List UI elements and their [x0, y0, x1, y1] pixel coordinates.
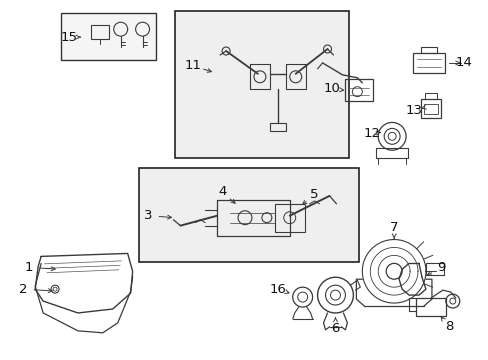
Text: 13: 13	[405, 104, 422, 117]
Bar	[420, 99, 440, 118]
Text: 12: 12	[363, 127, 380, 140]
Text: 10: 10	[323, 82, 339, 95]
Text: 8: 8	[444, 320, 452, 333]
Text: 9: 9	[436, 261, 444, 274]
Bar	[375, 148, 407, 158]
Text: 7: 7	[389, 221, 398, 234]
Text: 1: 1	[25, 261, 33, 274]
Text: 15: 15	[61, 31, 77, 44]
Bar	[175, 11, 349, 158]
Bar	[415, 298, 445, 316]
Bar	[274, 204, 304, 231]
Text: 5: 5	[310, 188, 318, 201]
Bar	[420, 47, 436, 53]
Bar	[412, 53, 444, 73]
Bar	[61, 13, 155, 60]
Text: 16: 16	[269, 283, 285, 296]
Text: 14: 14	[454, 57, 471, 69]
Text: 2: 2	[19, 283, 27, 296]
Bar	[138, 168, 359, 262]
Text: 3: 3	[144, 209, 152, 222]
Bar	[269, 123, 285, 131]
Text: 4: 4	[218, 185, 226, 198]
Bar	[91, 25, 108, 39]
Text: 11: 11	[184, 59, 202, 72]
Bar	[345, 79, 372, 100]
Bar	[423, 104, 437, 113]
Bar	[425, 264, 443, 275]
Text: 6: 6	[330, 322, 339, 336]
